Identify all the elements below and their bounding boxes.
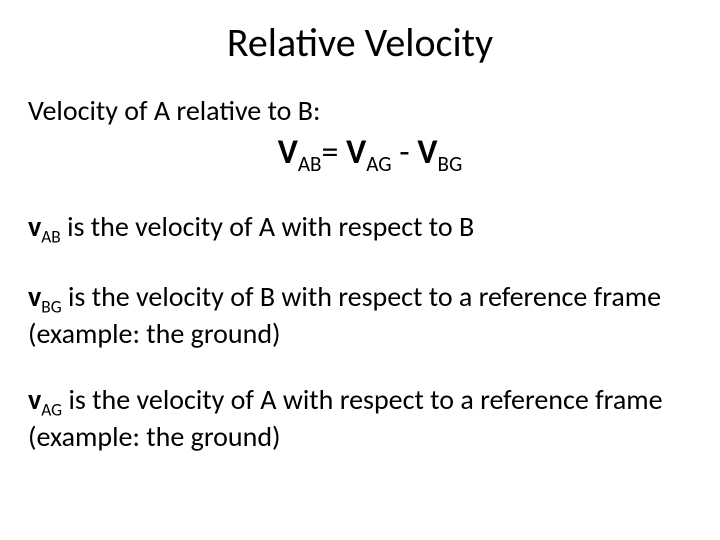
vbg-text: is the velocity of B with respect to a r… [28, 279, 661, 351]
definition-vab: vAB is the velocity of A with respect to… [28, 211, 692, 248]
equation-r2: VBG [417, 132, 462, 173]
v-symbol: V [417, 132, 437, 173]
ab-subscript: AB [298, 151, 322, 177]
vag-symbol: vAG [28, 382, 62, 417]
vab-symbol: vAB [28, 209, 61, 244]
vab-text: is the velocity of A with respect to B [61, 209, 474, 244]
v-symbol: V [346, 132, 366, 173]
ag-subscript: AG [366, 151, 391, 177]
slide-subtitle: Velocity of A relative to B: [28, 93, 692, 128]
v-symbol: V [278, 132, 298, 173]
equals-sign: = [322, 132, 347, 173]
bg-subscript: BG [438, 151, 463, 177]
definition-vag: vAG is the velocity of A with respect to… [28, 384, 692, 453]
equation-r1: VAG [346, 132, 391, 173]
equation-lhs: VAB [278, 132, 322, 173]
vag-text: is the velocity of A with respect to a r… [28, 382, 663, 454]
vbg-symbol: vBG [28, 279, 62, 314]
slide-title: Relative Velocity [28, 18, 692, 67]
minus-sign: - [392, 132, 418, 173]
relative-velocity-equation: VAB= VAG - VBG [28, 132, 692, 177]
definition-vbg: vBG is the velocity of B with respect to… [28, 281, 692, 350]
